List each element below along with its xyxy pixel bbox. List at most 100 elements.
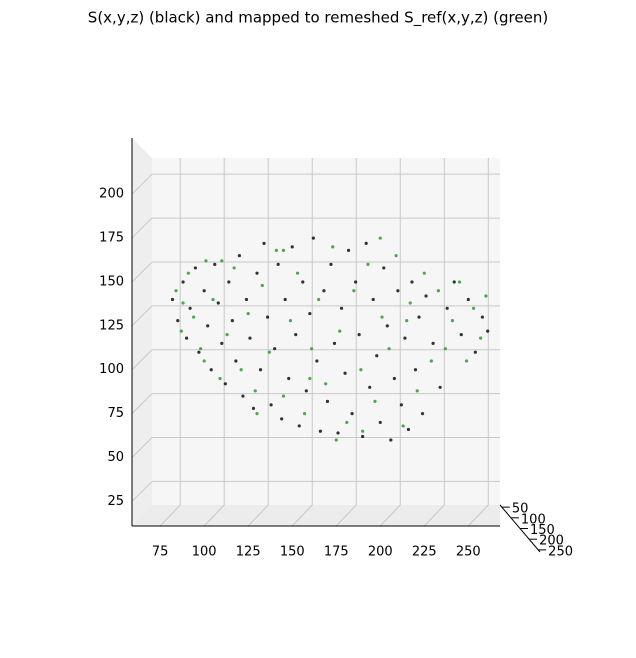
- point: [297, 424, 301, 428]
- point: [331, 245, 335, 249]
- point: [417, 315, 421, 319]
- y-tick-label: 150: [530, 523, 555, 538]
- point: [420, 412, 425, 416]
- z-tick: [131, 261, 153, 283]
- point: [459, 333, 463, 337]
- point: [186, 271, 190, 275]
- z-tick-label: 25: [107, 494, 124, 509]
- z-tick-label: 125: [99, 318, 124, 333]
- point: [422, 271, 426, 275]
- point: [211, 297, 215, 302]
- point: [364, 241, 368, 245]
- point: [332, 341, 337, 346]
- point: [302, 412, 307, 416]
- point: [181, 301, 185, 305]
- point: [345, 420, 349, 425]
- z-tick: [131, 481, 153, 502]
- point: [378, 420, 382, 425]
- point: [227, 280, 231, 284]
- x-tick: [291, 504, 313, 527]
- point: [174, 289, 178, 293]
- point: [464, 359, 469, 363]
- point: [382, 266, 386, 270]
- point: [225, 333, 229, 337]
- point: [239, 368, 243, 372]
- point: [304, 389, 308, 393]
- side-pane: [132, 138, 152, 526]
- point: [366, 262, 370, 267]
- y-tick-label: 250: [548, 544, 573, 559]
- point: [438, 385, 442, 389]
- point: [318, 429, 323, 433]
- z-tick-label: 100: [99, 362, 124, 377]
- point: [188, 306, 192, 310]
- point: [251, 406, 256, 410]
- x-tick-label: 200: [368, 545, 393, 560]
- point: [399, 403, 403, 407]
- point: [410, 280, 414, 284]
- points: [170, 236, 490, 442]
- point: [218, 376, 222, 381]
- point: [260, 283, 264, 288]
- z-tick: [131, 305, 153, 327]
- point: [350, 412, 354, 416]
- point: [452, 280, 456, 284]
- point: [204, 259, 208, 263]
- point: [392, 376, 396, 381]
- x-tick-label: 75: [152, 545, 169, 560]
- point: [246, 311, 250, 316]
- z-tick: [131, 393, 153, 414]
- point: [253, 389, 257, 393]
- point: [479, 336, 483, 340]
- point: [368, 385, 372, 389]
- point: [359, 368, 363, 372]
- point: [220, 259, 224, 263]
- point: [352, 289, 356, 293]
- point: [199, 347, 203, 351]
- point: [216, 301, 220, 305]
- point: [220, 341, 224, 346]
- point: [406, 427, 411, 432]
- point: [295, 271, 300, 275]
- point: [248, 336, 252, 340]
- point: [471, 306, 476, 310]
- point: [389, 438, 393, 442]
- point: [484, 294, 488, 298]
- z-tick-label: 175: [99, 231, 124, 246]
- z-tick-label: 150: [99, 274, 124, 289]
- point: [273, 347, 277, 351]
- z-tick: [131, 173, 153, 195]
- x-tick-label: 125: [236, 545, 261, 560]
- point: [269, 403, 273, 407]
- point: [276, 262, 280, 267]
- x-tick: [467, 504, 489, 527]
- point: [325, 399, 330, 403]
- point: [429, 359, 433, 363]
- point: [213, 262, 217, 267]
- point: [361, 429, 365, 433]
- point: [202, 359, 206, 363]
- z-tick-label: 200: [99, 187, 124, 202]
- point: [339, 306, 344, 310]
- point: [378, 236, 382, 240]
- point: [258, 368, 263, 372]
- back-pane: [152, 158, 500, 505]
- floor-pane: [132, 505, 500, 526]
- point: [357, 333, 361, 337]
- point: [473, 350, 477, 354]
- point: [405, 318, 409, 323]
- z-tick: [131, 349, 153, 371]
- point: [450, 318, 455, 323]
- x-tick: [247, 504, 269, 527]
- point: [288, 318, 293, 323]
- point: [375, 354, 379, 358]
- point: [290, 245, 294, 249]
- z-tick-label: 50: [107, 450, 124, 465]
- point: [223, 382, 227, 386]
- x-tick: [379, 504, 401, 527]
- point: [176, 318, 180, 323]
- x-tick: [159, 504, 181, 527]
- point: [241, 394, 245, 398]
- point: [234, 359, 238, 363]
